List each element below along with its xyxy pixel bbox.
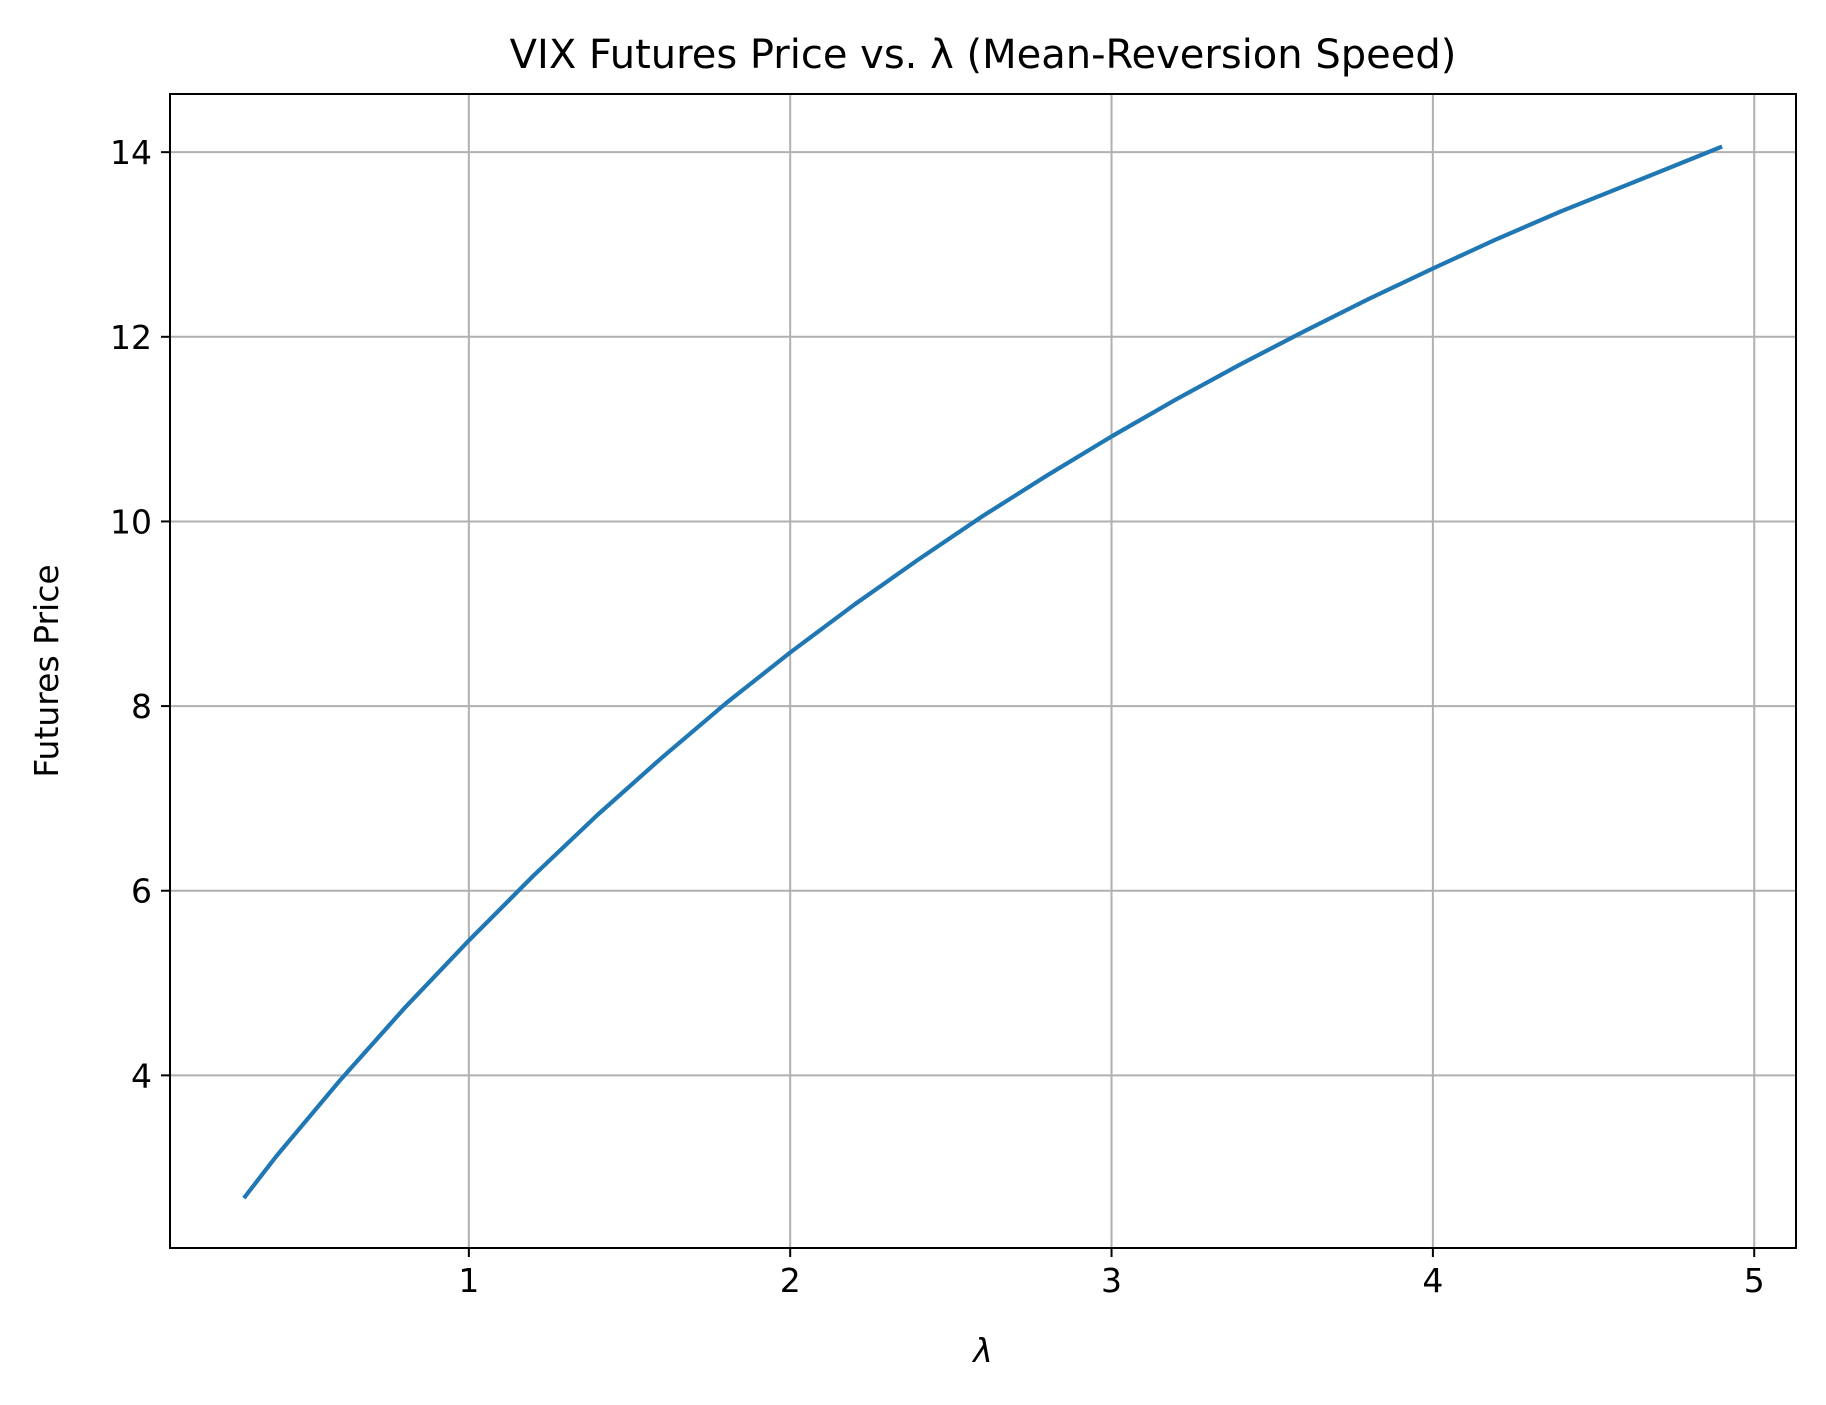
- series-layer: [242, 144, 1723, 1200]
- x-tick-label: 4: [1422, 1261, 1443, 1300]
- y-axis-label: Futures Price: [27, 564, 66, 777]
- y-tick-label: 6: [131, 872, 152, 911]
- x-tick-label: 3: [1101, 1261, 1122, 1300]
- x-axis-label: λ: [971, 1331, 993, 1370]
- y-tick-label: 8: [131, 687, 152, 726]
- x-tick-label: 1: [458, 1261, 479, 1300]
- x-tick-label: 2: [780, 1261, 801, 1300]
- chart-title: VIX Futures Price vs. λ (Mean-Reversion …: [510, 32, 1457, 78]
- series-line-0: [242, 144, 1723, 1200]
- y-tick-label: 14: [110, 133, 152, 172]
- y-tick-label: 4: [131, 1056, 152, 1095]
- y-tick-label: 12: [110, 318, 152, 357]
- plot-area-frame: [169, 93, 1797, 1249]
- grid-lines: [170, 94, 1796, 1248]
- y-tick-label: 10: [110, 502, 152, 541]
- x-tick-label: 5: [1744, 1261, 1765, 1300]
